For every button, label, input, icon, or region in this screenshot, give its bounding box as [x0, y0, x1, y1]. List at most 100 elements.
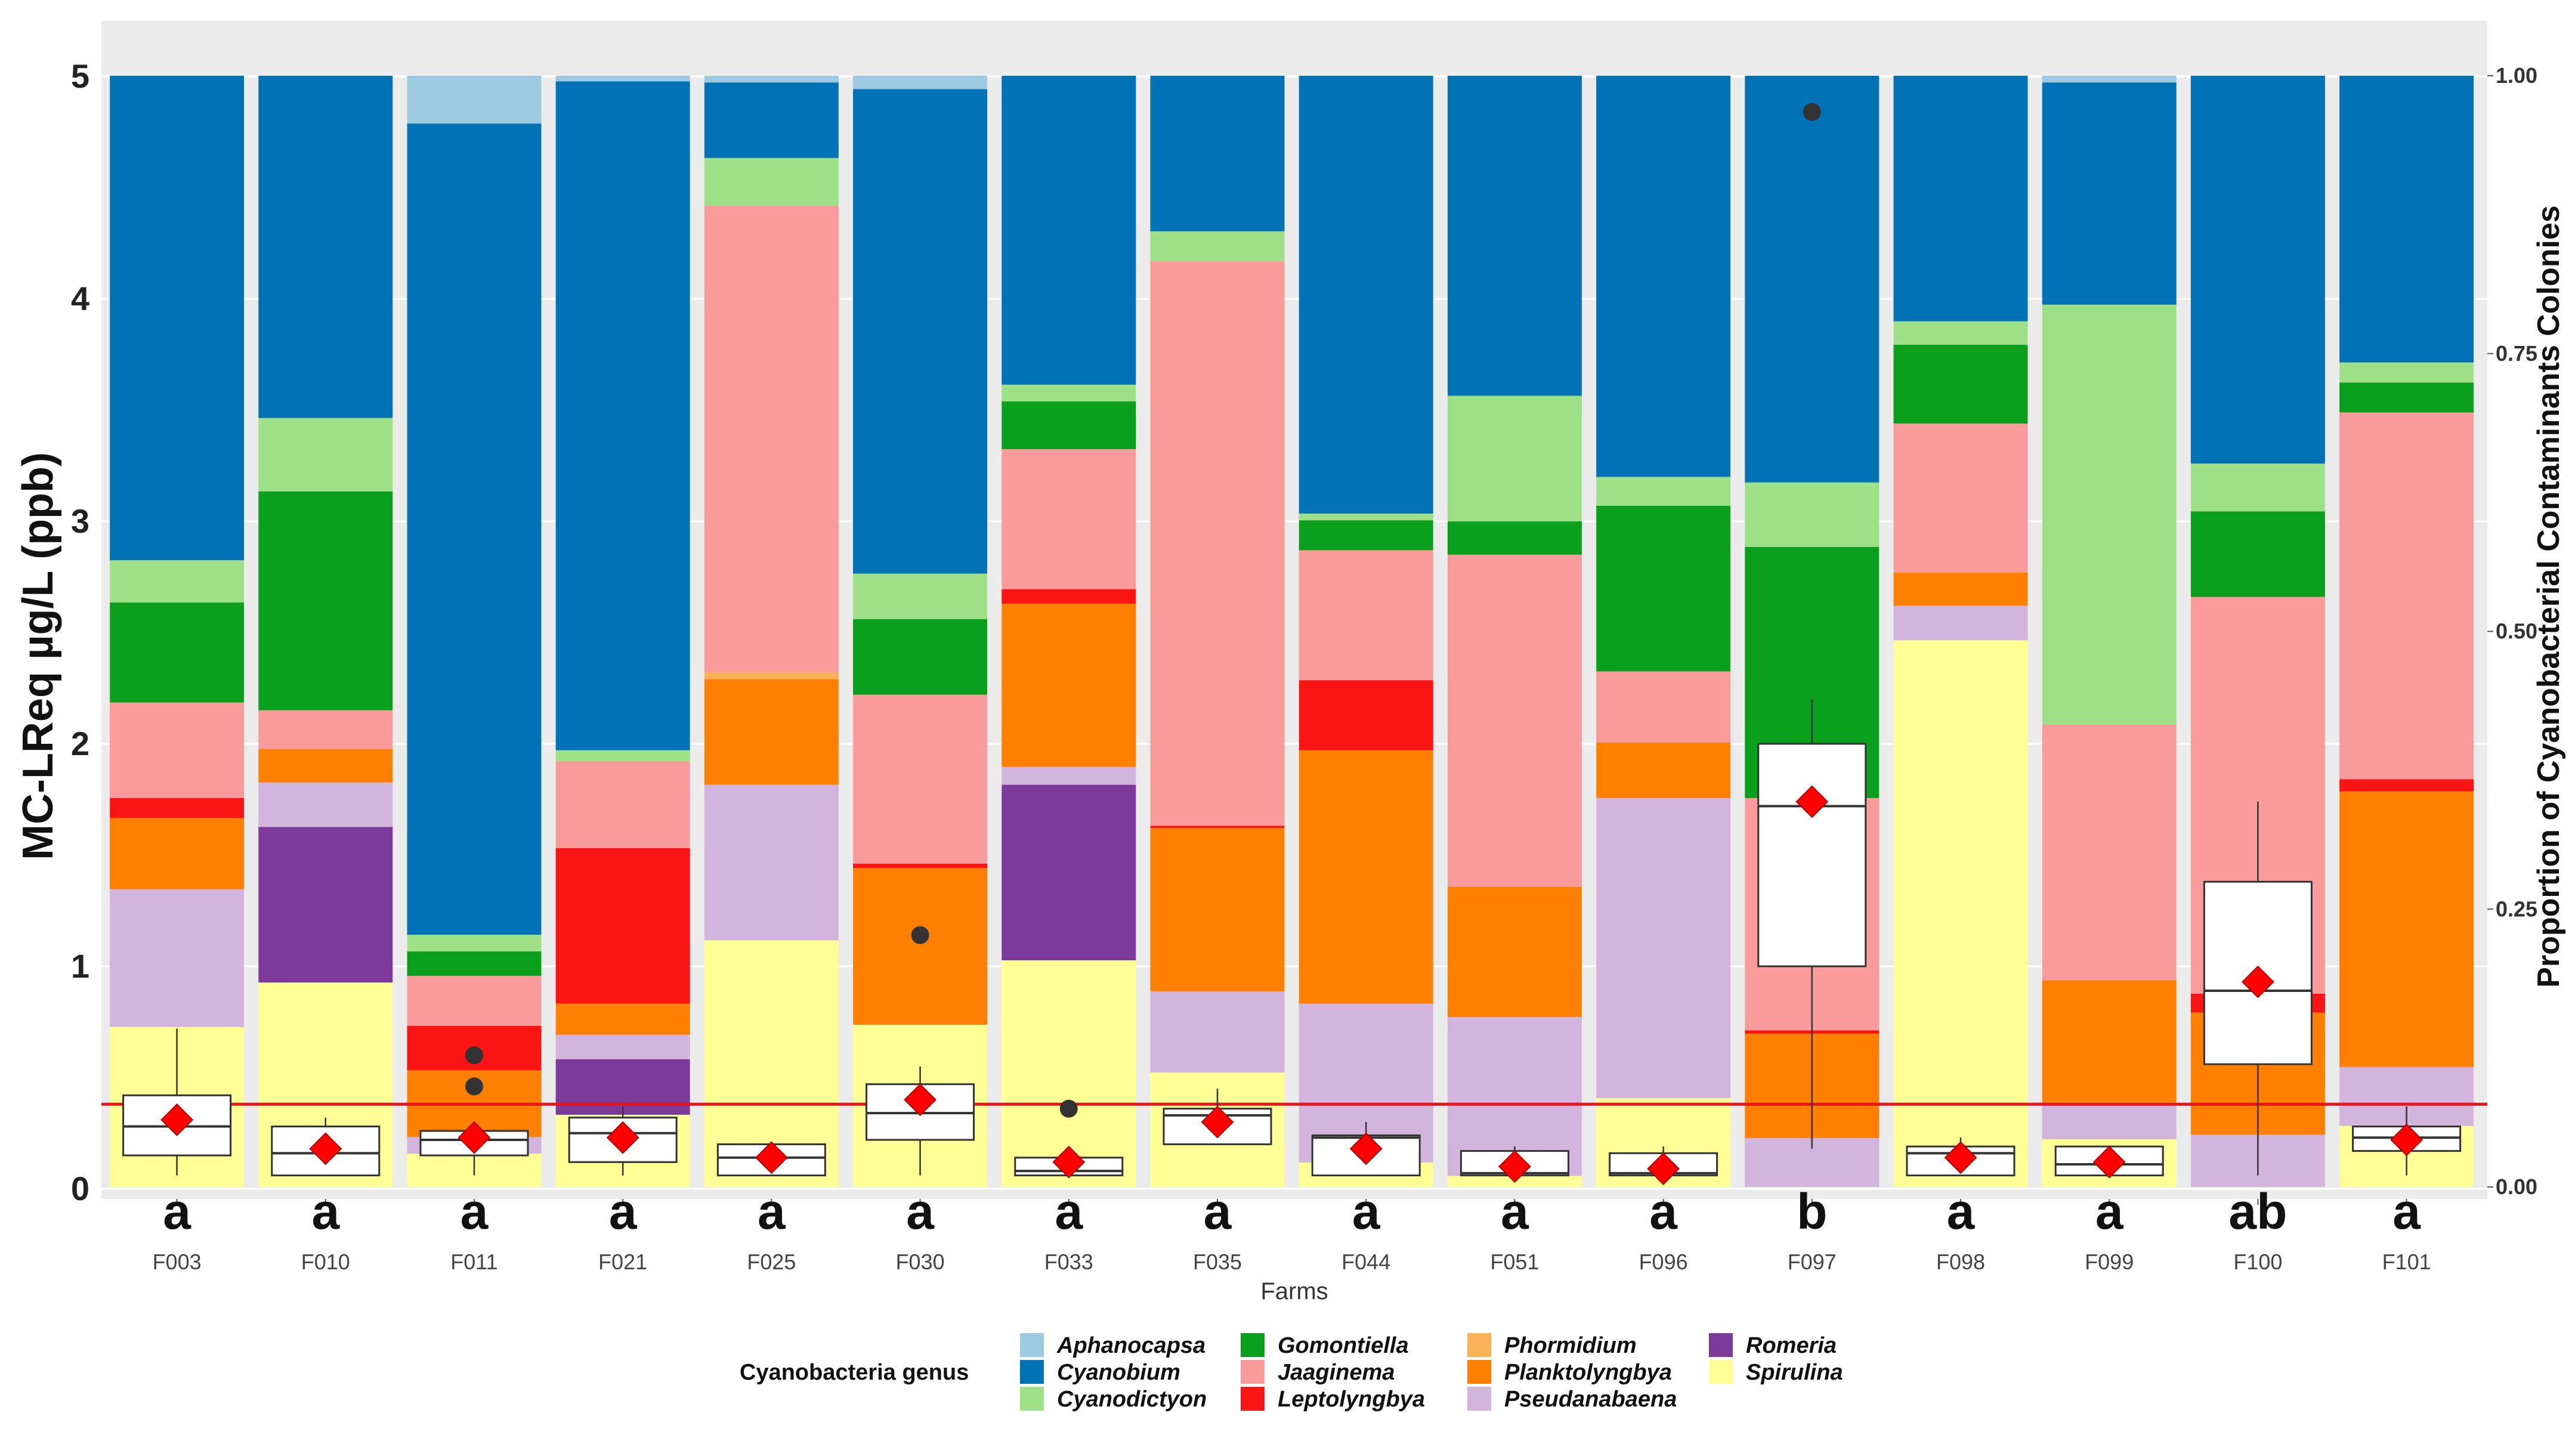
legend-label: Leptolyngbya [1278, 1387, 1425, 1412]
y2-tick-label: 0.50 [2496, 619, 2537, 644]
y-tick-label: 3 [71, 502, 89, 540]
legend-item: Pseudanabaena [1467, 1387, 1677, 1412]
stacked-bar-F101 [2339, 76, 2474, 1187]
box-iqr [1757, 743, 1867, 967]
x-tick-label: F099 [2085, 1250, 2134, 1274]
x-tick-label: F097 [1788, 1250, 1837, 1274]
bar-segment-pseudanabaena [110, 889, 245, 1027]
x-tick-label: F096 [1639, 1250, 1688, 1274]
bar-segment-cyanobium [110, 76, 245, 561]
x-tick-label: F010 [301, 1250, 350, 1274]
bar-segment-leptolyngbya [1299, 680, 1433, 750]
mean-marker [1647, 1152, 1680, 1185]
boxplot-F096 [1609, 1146, 1718, 1185]
mean-marker [160, 1103, 194, 1136]
mean-marker [2390, 1123, 2423, 1157]
stacked-bar-F035 [1150, 76, 1285, 1187]
bar-segment-pseudanabaena [2042, 1102, 2177, 1139]
x-tick-label: F011 [450, 1250, 497, 1274]
mean-marker [2241, 965, 2274, 999]
y2-tick-label: 0.00 [2496, 1174, 2537, 1199]
bar-segment-aphanocapsa [2042, 76, 2177, 83]
boxplot-F035 [1163, 1089, 1272, 1145]
bar-segment-pseudanabaena [1596, 797, 1731, 1098]
mean-marker [1052, 1145, 1086, 1179]
boxplot-F011 [419, 1046, 529, 1176]
legend-swatch [1020, 1360, 1044, 1384]
legend-label: Planktolyngbya [1504, 1360, 1672, 1385]
significance-letter: a [163, 1183, 191, 1239]
bar-segment-pseudanabaena [704, 784, 839, 941]
x-tick-label: F003 [153, 1250, 202, 1274]
legend-swatch [1709, 1360, 1733, 1384]
legend-swatch [1020, 1387, 1044, 1411]
bar-segment-cyanodictyon [555, 750, 690, 762]
significance-letter: a [906, 1183, 935, 1239]
bar-segment-cyanobium [258, 76, 393, 418]
bar-segment-planktolyngbya [110, 818, 245, 889]
stacked-bar-F051 [1447, 76, 1582, 1187]
bar-segment-jaaginema [1001, 449, 1136, 589]
legend-item: Spirulina [1709, 1360, 1843, 1385]
legend-item: Phormidium [1467, 1333, 1637, 1358]
bar-segment-spirulina [1893, 640, 2028, 1187]
legend-swatch [1467, 1387, 1491, 1411]
mean-marker [1498, 1150, 1531, 1183]
outlier-point [465, 1046, 483, 1065]
bar-segment-jaaginema [1596, 671, 1731, 743]
bar-segment-cyanobium [2339, 76, 2474, 363]
y-tick-label: 5 [71, 57, 89, 95]
significance-letter: a [609, 1183, 638, 1239]
significance-letter: a [1947, 1183, 1976, 1239]
bar-segment-leptolyngbya [2339, 779, 2474, 792]
boxplot-F099 [2054, 1145, 2164, 1179]
bar-segment-jaaginema [2339, 412, 2474, 780]
significance-letter: a [460, 1183, 489, 1239]
bar-segment-cyanodictyon [1001, 384, 1136, 401]
bar-segment-gomontiella [853, 619, 988, 695]
legend-swatch [1467, 1360, 1491, 1384]
bar-segment-cyanodictyon [853, 573, 988, 620]
stacked-bar-F025 [704, 76, 839, 1187]
bar-segment-cyanobium [1150, 76, 1285, 231]
bar-segment-jaaginema [555, 761, 690, 848]
significance-letter: a [758, 1183, 786, 1239]
bar-segment-planktolyngbya [1150, 828, 1285, 992]
y-tick-label: 1 [71, 947, 89, 985]
legend-item: Planktolyngbya [1467, 1360, 1672, 1385]
stacked-bar-F003 [110, 76, 245, 1187]
bar-segment-cyanodictyon [1893, 321, 2028, 345]
y2-tick-label: 0.75 [2496, 341, 2537, 366]
bar-segment-leptolyngbya [110, 797, 245, 818]
bar-segment-gomontiella [407, 951, 542, 976]
bar-segment-cyanodictyon [2339, 362, 2474, 383]
y2-tick-label: 0.25 [2496, 897, 2537, 921]
mean-marker [2092, 1145, 2126, 1179]
bar-segment-jaaginema [258, 710, 393, 749]
bar-segment-aphanocapsa [407, 76, 542, 124]
bar-segment-cyanobium [407, 123, 542, 935]
bar-segment-cyanodictyon [1299, 514, 1433, 521]
mean-marker [1349, 1132, 1383, 1166]
legend-item: Cyanobium [1020, 1360, 1180, 1385]
significance-letter: a [2392, 1183, 2421, 1239]
legend-label: Romeria [1746, 1333, 1837, 1358]
bar-segment-romeria [258, 827, 393, 983]
outlier-point [465, 1077, 483, 1096]
bar-segment-gomontiella [2190, 511, 2325, 597]
stacked-bar-F021 [555, 76, 690, 1187]
bar-segment-cyanobium [1893, 76, 2028, 322]
y-tick-label: 2 [71, 725, 89, 762]
legend-title: Cyanobacteria genus [740, 1360, 969, 1385]
bar-segment-gomontiella [2339, 382, 2474, 413]
stacked-bar-F044 [1299, 76, 1433, 1187]
bar-segment-jaaginema [1150, 261, 1285, 826]
bar-segment-planktolyngbya [1596, 742, 1731, 798]
x-axis-label: Farms [1260, 1278, 1328, 1304]
bar-segment-gomontiella [1001, 401, 1136, 449]
bar-segment-planktolyngbya [1299, 750, 1433, 1004]
bar-segment-pseudanabaena [1893, 605, 2028, 641]
legend-item: Gomontiella [1241, 1333, 1409, 1358]
bar-segment-gomontiella [1447, 521, 1582, 555]
bar-segment-planktolyngbya [853, 868, 988, 1025]
